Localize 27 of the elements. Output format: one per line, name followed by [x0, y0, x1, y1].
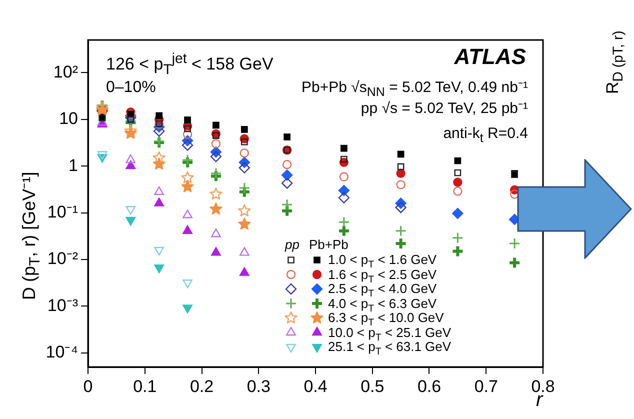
annotation: pp [285, 237, 300, 252]
annotation: pp √s = 5.02 TeV, 25 pb⁻¹ [360, 100, 528, 117]
annotation: 0–10% [106, 79, 156, 96]
x-tick-label: 0.5 [360, 376, 384, 396]
x-tick-label: 0.3 [246, 376, 270, 396]
annotation: Pb+Pb √s$_{NN}$ = 5.02 TeV, 0.49 nb⁻¹ [302, 79, 528, 99]
annotation: 126 < p$_{T}$$^{jet}$ < 158 GeV [106, 51, 274, 78]
legend-label: 2.5 < p$_{T}$ < 4.0 GeV [328, 281, 437, 300]
y-tick-label: 10 [59, 109, 78, 128]
annotation: ATLAS [454, 44, 526, 69]
y-tick-label: 10⁻⁴ [46, 342, 78, 362]
legend-label: 25.1 < p$_{T}$ < 63.1 GeV [328, 339, 452, 358]
x-tick-label: 0.7 [474, 376, 498, 396]
x-tick-label: 0.1 [133, 376, 157, 396]
y-tick-label: 10² [53, 62, 78, 82]
legend-label: 6.3 < p$_{T}$ < 10.0 GeV [328, 310, 444, 329]
annotation: anti-k$_{t}$ R=0.4 [443, 125, 528, 145]
x-tick-label: 0.4 [304, 376, 328, 396]
legend-label: 1.0 < p$_{T}$ < 1.6 GeV [328, 252, 437, 271]
y-tick-label: 1 [68, 156, 78, 175]
y-tick-label: 10⁻³ [47, 296, 78, 315]
y-tick-label: 10⁻¹ [47, 202, 78, 222]
annotation: Pb+Pb [309, 237, 348, 252]
x-tick-label: 0.2 [190, 376, 214, 396]
x-tick-label: 0 [83, 376, 93, 396]
y-tick-label: 10⁻² [47, 249, 78, 268]
x-tick-label: 0.6 [417, 376, 442, 396]
